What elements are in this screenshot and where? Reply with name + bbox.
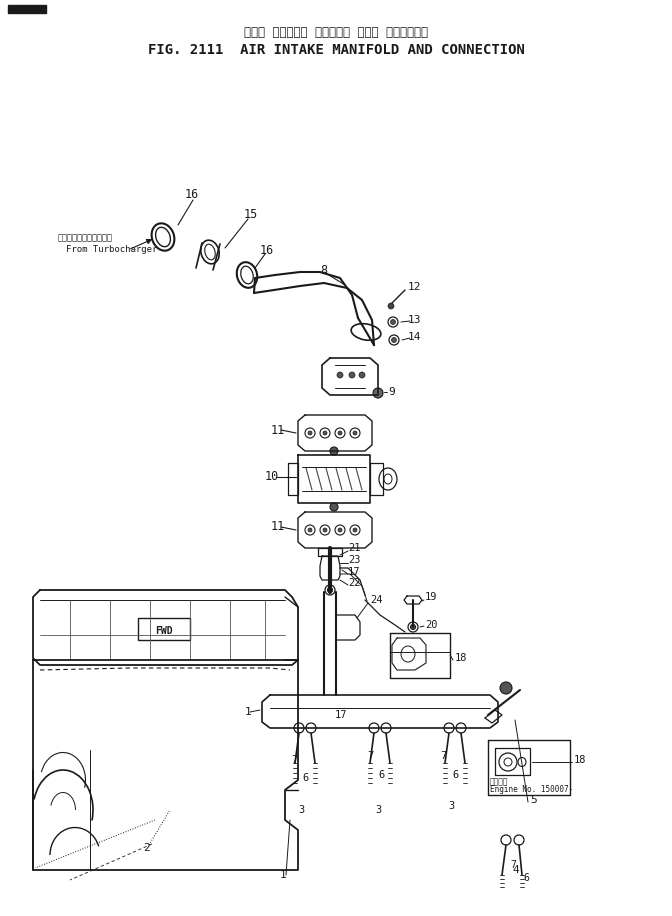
Text: 18: 18 bbox=[574, 755, 587, 765]
Circle shape bbox=[323, 431, 327, 435]
Text: 17: 17 bbox=[348, 567, 360, 577]
Circle shape bbox=[353, 431, 357, 435]
Text: 1: 1 bbox=[245, 707, 252, 717]
Circle shape bbox=[349, 372, 355, 378]
Text: 3: 3 bbox=[298, 805, 304, 815]
Text: 10: 10 bbox=[265, 471, 280, 484]
Text: Engine No. 150007-: Engine No. 150007- bbox=[490, 786, 573, 794]
Text: 14: 14 bbox=[408, 332, 421, 342]
Text: 2: 2 bbox=[143, 843, 150, 853]
Text: 3: 3 bbox=[375, 805, 381, 815]
Circle shape bbox=[390, 320, 396, 324]
Text: FWD: FWD bbox=[155, 626, 173, 636]
Text: エアー  インテーク  マニホルド  および  コネクション: エアー インテーク マニホルド および コネクション bbox=[244, 26, 428, 38]
Text: 17: 17 bbox=[335, 710, 347, 720]
Circle shape bbox=[388, 303, 394, 309]
Circle shape bbox=[330, 447, 338, 455]
Text: 16: 16 bbox=[260, 244, 274, 256]
Circle shape bbox=[338, 431, 342, 435]
Text: 11: 11 bbox=[271, 520, 285, 533]
Circle shape bbox=[308, 431, 312, 435]
Circle shape bbox=[353, 528, 357, 532]
Text: 22: 22 bbox=[348, 578, 360, 588]
Text: ターボチャージャーから: ターボチャージャーから bbox=[58, 234, 113, 243]
Circle shape bbox=[337, 372, 343, 378]
Text: 8: 8 bbox=[320, 264, 327, 277]
Text: 5: 5 bbox=[530, 795, 537, 805]
Text: 7: 7 bbox=[367, 751, 373, 761]
Text: 13: 13 bbox=[408, 315, 421, 325]
Circle shape bbox=[500, 682, 512, 694]
Text: 3: 3 bbox=[448, 801, 454, 811]
Circle shape bbox=[327, 587, 333, 593]
Text: 18: 18 bbox=[455, 653, 468, 663]
Text: 20: 20 bbox=[425, 620, 437, 630]
Circle shape bbox=[392, 337, 396, 343]
FancyBboxPatch shape bbox=[138, 618, 190, 640]
Text: 6: 6 bbox=[378, 770, 384, 780]
Circle shape bbox=[308, 528, 312, 532]
Text: 7: 7 bbox=[291, 755, 297, 765]
Text: 4: 4 bbox=[512, 865, 519, 875]
Text: 7: 7 bbox=[440, 751, 446, 761]
Circle shape bbox=[323, 528, 327, 532]
Text: 6: 6 bbox=[452, 770, 458, 780]
Text: 24: 24 bbox=[370, 595, 382, 605]
Circle shape bbox=[373, 388, 383, 398]
Text: 19: 19 bbox=[425, 592, 437, 602]
Circle shape bbox=[411, 625, 415, 629]
Text: 7: 7 bbox=[510, 860, 516, 870]
Text: 16: 16 bbox=[185, 189, 200, 202]
Text: 12: 12 bbox=[408, 282, 421, 292]
Circle shape bbox=[359, 372, 365, 378]
Text: From Turbocharger: From Turbocharger bbox=[66, 245, 157, 255]
Text: 21: 21 bbox=[348, 543, 360, 553]
Text: 適用番号: 適用番号 bbox=[490, 778, 509, 787]
Circle shape bbox=[330, 503, 338, 511]
Text: 11: 11 bbox=[271, 423, 285, 437]
Text: FIG. 2111  AIR INTAKE MANIFOLD AND CONNECTION: FIG. 2111 AIR INTAKE MANIFOLD AND CONNEC… bbox=[148, 43, 524, 57]
Circle shape bbox=[338, 528, 342, 532]
Text: 6: 6 bbox=[302, 773, 308, 783]
Text: 9: 9 bbox=[388, 387, 394, 397]
Text: 15: 15 bbox=[244, 208, 258, 221]
Text: 1: 1 bbox=[280, 870, 287, 880]
Text: 23: 23 bbox=[348, 555, 360, 565]
Bar bbox=[8, 5, 46, 13]
Text: 6: 6 bbox=[523, 873, 529, 883]
